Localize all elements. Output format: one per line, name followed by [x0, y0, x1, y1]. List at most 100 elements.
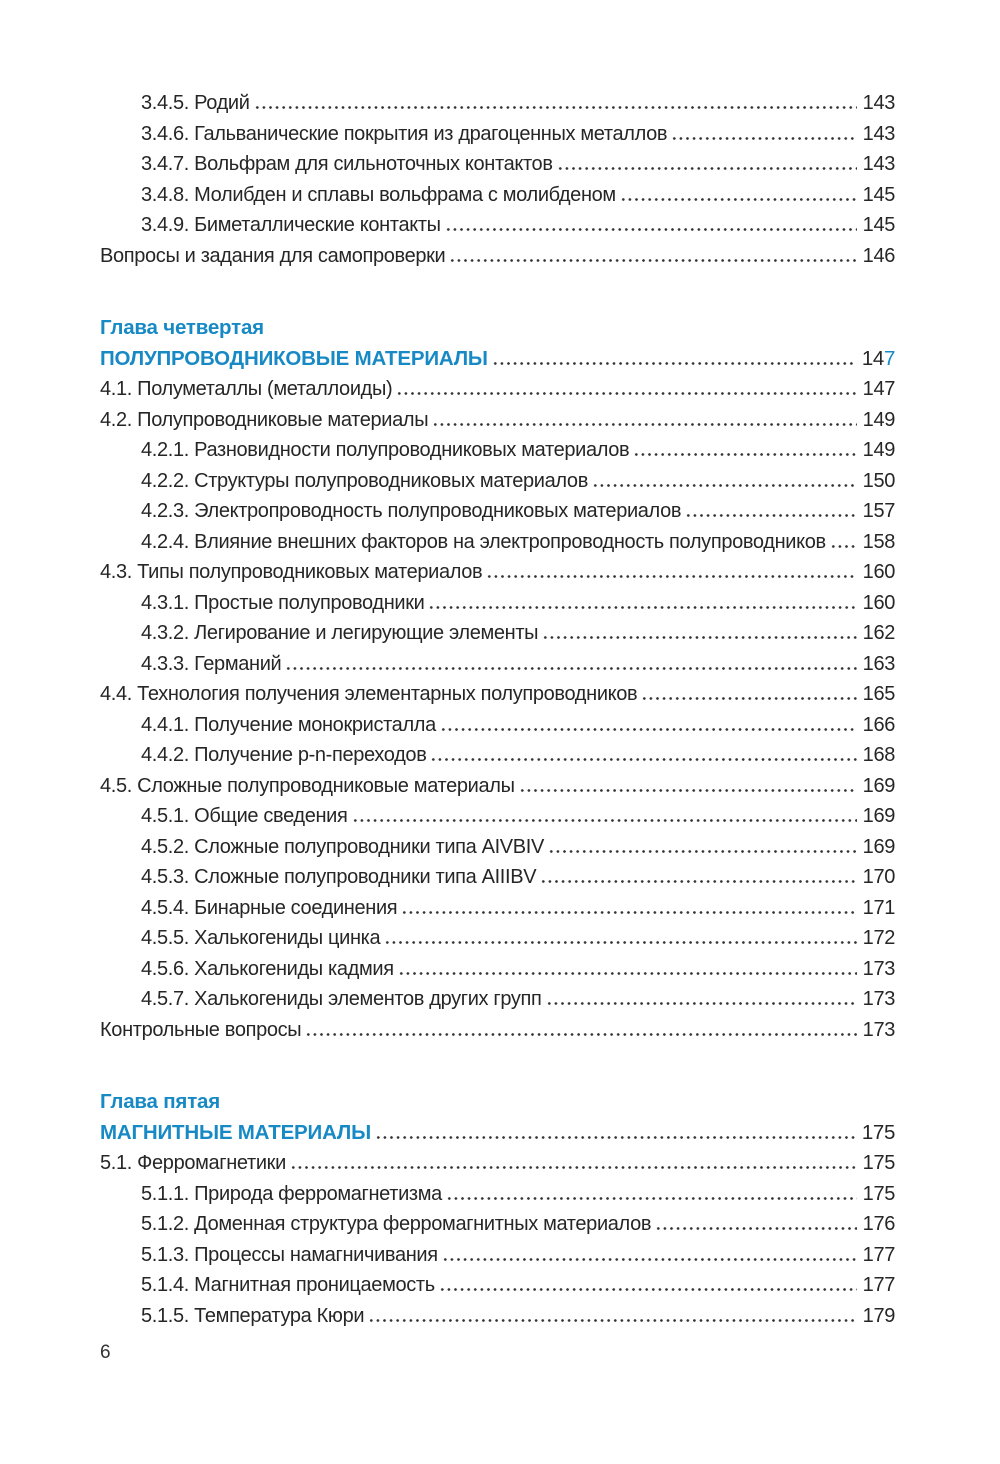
toc-entry-page: 179 [862, 1304, 896, 1327]
dot-leader [633, 453, 857, 456]
dot-leader [368, 1318, 857, 1322]
toc-entry-label: 5.1.1. Природа ферромагнетизма [141, 1182, 442, 1205]
page-number: 6 [100, 1342, 111, 1363]
dot-leader [289, 1166, 857, 1169]
dot-leader [430, 758, 857, 761]
toc-entry-label: 4.4.1. Получение монокристалла [141, 713, 436, 736]
chapter-title: ПОЛУПРОВОДНИКОВЫЕ МАТЕРИАЛЫ [100, 346, 488, 370]
chapter-page-main: 14 [861, 346, 884, 370]
toc-entry: 4.5.1. Общие сведения 169 [100, 801, 895, 832]
toc-entry: Вопросы и задания для самопроверки 146 [100, 241, 895, 272]
toc-entry: 4.5.6. Халькогениды кадмия 173 [100, 954, 895, 985]
chapter-label: Глава пятая [100, 1090, 220, 1113]
toc-entry: 5.1.3. Процессы намагничивания 177 [100, 1240, 895, 1271]
toc-entry: 4.5.4. Бинарные соединения 171 [100, 893, 895, 924]
toc-entry-page: 150 [862, 469, 896, 492]
toc-list-block: 3.4.5. Родий 143 3.4.6. Гальванические пок… [100, 88, 895, 271]
toc-entry: 4.5.3. Сложные полупроводники типа AIIIB… [100, 862, 895, 893]
toc-entry-page: 157 [862, 500, 896, 522]
toc-entry-label: 4.5.7. Халькогениды элементов других гру… [141, 988, 542, 1010]
toc-entry-label: 4.3. Типы полупроводниковых материалов [100, 561, 483, 583]
dot-leader [305, 1032, 857, 1036]
table-of-contents: 3.4.5. Родий 143 3.4.6. Гальванические пок… [100, 88, 895, 1331]
toc-entry-label: 3.4.5. Родий [141, 92, 250, 114]
dot-leader [540, 880, 857, 883]
dot-leader [545, 1002, 857, 1005]
dot-leader [438, 1288, 857, 1291]
toc-entry-page: 173 [862, 988, 896, 1010]
dot-leader [396, 392, 857, 395]
toc-entry-page: 158 [862, 530, 896, 553]
toc-entry-page: 143 [862, 122, 896, 145]
dot-leader [449, 258, 857, 262]
dot-leader [619, 197, 857, 201]
dot-leader [591, 483, 857, 487]
toc-entry-page: 145 [862, 183, 896, 206]
toc-entry-page: 145 [862, 214, 896, 236]
dot-leader [547, 849, 857, 853]
toc-entry-page: 146 [862, 244, 896, 267]
toc-entry-page: 175 [862, 1152, 896, 1174]
toc-entry-label: 3.4.9. Биметаллические контакты [141, 214, 441, 236]
dot-leader [542, 636, 857, 639]
toc-entry-label: 5.1.2. Доменная структура ферромагнитных… [141, 1213, 652, 1235]
toc-entry: 5.1.4. Магнитная проницаемость 177 [100, 1270, 895, 1301]
toc-entry-label: 3.4.8. Молибден и сплавы вольфрама с мол… [141, 183, 616, 206]
dot-leader [374, 1135, 856, 1139]
toc-entry-label: 4.2.2. Структуры полупроводниковых матер… [141, 469, 588, 492]
toc-entry-page: 171 [862, 896, 896, 919]
toc-entry: 4.5.2. Сложные полупроводники типа AIVBI… [100, 832, 895, 863]
toc-entry-page: 170 [862, 866, 896, 888]
chapter-block: Глава четвертая ПОЛУПРОВОДНИКОВЫЕ МАТЕРИА… [100, 313, 895, 1045]
dot-leader [655, 1227, 857, 1230]
dot-leader [441, 1257, 857, 1261]
chapter-page-main: 175 [861, 1120, 896, 1144]
dot-leader [829, 544, 857, 548]
toc-entry: 3.4.8. Молибден и сплавы вольфрама с мол… [100, 180, 895, 211]
toc-entry-label: 4.1. Полуметаллы (металлоиды) [100, 378, 393, 400]
toc-entry-page: 176 [862, 1213, 896, 1235]
toc-entry: 5.1.2. Доменная структура ферромагнитных… [100, 1209, 895, 1240]
toc-entry: 4.4. Технология получения элементарных п… [100, 679, 895, 710]
toc-entry-page: 169 [862, 774, 896, 797]
toc-entry-label: 4.5.3. Сложные полупроводники типа AIIIB… [141, 866, 537, 888]
chapter-label: Глава четвертая [100, 316, 264, 339]
toc-entry-page: 149 [862, 439, 896, 461]
toc-entry: 4.3.3. Германий 163 [100, 649, 895, 680]
toc-entry-page: 169 [862, 805, 896, 827]
toc-entry-page: 143 [862, 153, 896, 175]
toc-entry-page: 177 [862, 1274, 896, 1296]
toc-entry: 5.1.1. Природа ферромагнетизма 175 [100, 1179, 895, 1210]
toc-entry: Контрольные вопросы 173 [100, 1015, 895, 1046]
dot-leader [285, 666, 857, 670]
chapter-title-row: МАГНИТНЫЕ МАТЕРИАЛЫ 175 [100, 1118, 895, 1149]
chapter-title: МАГНИТНЫЕ МАТЕРИАЛЫ [100, 1120, 371, 1144]
toc-entry-page: 173 [862, 957, 896, 980]
toc-entry-page: 172 [862, 927, 896, 949]
toc-entry-label: 5.1.3. Процессы намагничивания [141, 1243, 438, 1266]
dot-leader [428, 605, 857, 609]
toc-entry-page: 177 [862, 1243, 896, 1266]
toc-entry-label: 4.4. Технология получения элементарных п… [100, 683, 638, 705]
toc-entry-label: 5.1. Ферромагнетики [100, 1152, 286, 1174]
toc-entry: 4.2.1. Разновидности полупроводниковых м… [100, 435, 895, 466]
dot-leader [384, 941, 857, 944]
toc-entry-label: 4.5.5. Халькогениды цинка [141, 927, 381, 949]
toc-entry-page: 175 [862, 1182, 896, 1205]
toc-entry: 3.4.9. Биметаллические контакты 145 [100, 210, 895, 241]
toc-entry: 4.1. Полуметаллы (металлоиды) 147 [100, 374, 895, 405]
toc-entry-label: 4.3.3. Германий [141, 652, 282, 675]
dot-leader [685, 514, 857, 517]
toc-entry-page: 162 [862, 622, 896, 644]
toc-entry: 3.4.7. Вольфрам для сильноточных контакт… [100, 149, 895, 180]
dot-leader [491, 361, 856, 365]
toc-entry-label: 3.4.6. Гальванические покрытия из драгоц… [141, 122, 668, 145]
toc-entry-label: 4.5.6. Халькогениды кадмия [141, 957, 394, 980]
dot-leader [253, 106, 857, 109]
toc-entry-label: Контрольные вопросы [100, 1018, 302, 1041]
toc-entry-label: 3.4.7. Вольфрам для сильноточных контакт… [141, 153, 553, 175]
toc-entry-label: 4.2.3. Электропроводность полупроводнико… [141, 500, 682, 522]
toc-entry-label: 4.5. Сложные полупроводниковые материалы [100, 774, 515, 797]
toc-entry-label: 4.2.4. Влияние внешних факторов на элект… [141, 530, 826, 553]
dot-leader [444, 228, 857, 231]
